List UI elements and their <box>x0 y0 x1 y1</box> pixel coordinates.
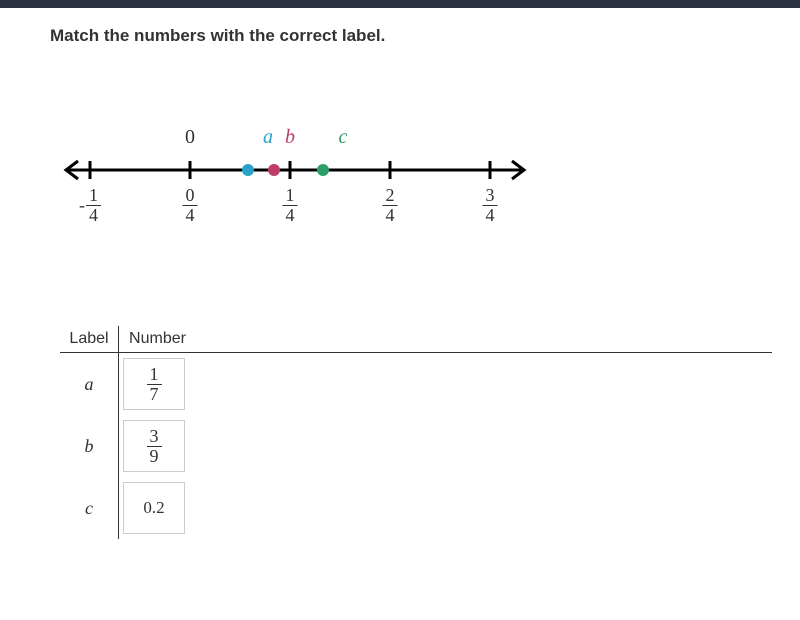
number-line-svg <box>60 156 530 184</box>
number-line-bottom-label: 04 <box>183 186 198 225</box>
number-line-bottom-label: 14 <box>283 186 298 225</box>
number-line-top-label: b <box>285 126 295 149</box>
table-row: a17 <box>60 353 772 415</box>
answer-box[interactable]: 17 <box>123 358 185 410</box>
number-line-dot <box>242 164 254 176</box>
table-row: b39 <box>60 415 772 477</box>
table-header-label: Label <box>60 326 118 352</box>
number-line-top-label: c <box>339 126 348 149</box>
number-line-dot <box>268 164 280 176</box>
number-line-bottom-label: 34 <box>483 186 498 225</box>
table-row-answer-cell: 0.2 <box>118 477 190 539</box>
number-line-top-label: 0 <box>185 126 195 149</box>
number-line-bottom-label: 24 <box>383 186 398 225</box>
number-line-dot <box>317 164 329 176</box>
answer-box[interactable]: 0.2 <box>123 482 185 534</box>
question-text: Match the numbers with the correct label… <box>50 26 772 46</box>
page-content: Match the numbers with the correct label… <box>0 8 800 539</box>
number-line: 0 ab c -14 04 14 24 34 <box>60 126 530 256</box>
table-header: Label Number <box>60 326 772 353</box>
table-row-label: c <box>60 477 118 539</box>
top-border <box>0 0 800 8</box>
table-header-number: Number <box>118 326 196 352</box>
table-row-label: a <box>60 353 118 415</box>
number-line-bottom-label: -14 <box>79 186 101 225</box>
number-line-top-label: a <box>263 126 273 149</box>
table-row: c0.2 <box>60 477 772 539</box>
table-row-answer-cell: 17 <box>118 353 190 415</box>
table-row-label: b <box>60 415 118 477</box>
answer-box[interactable]: 39 <box>123 420 185 472</box>
label-number-table: Label Number a17b39c0.2 <box>60 326 772 539</box>
table-row-answer-cell: 39 <box>118 415 190 477</box>
